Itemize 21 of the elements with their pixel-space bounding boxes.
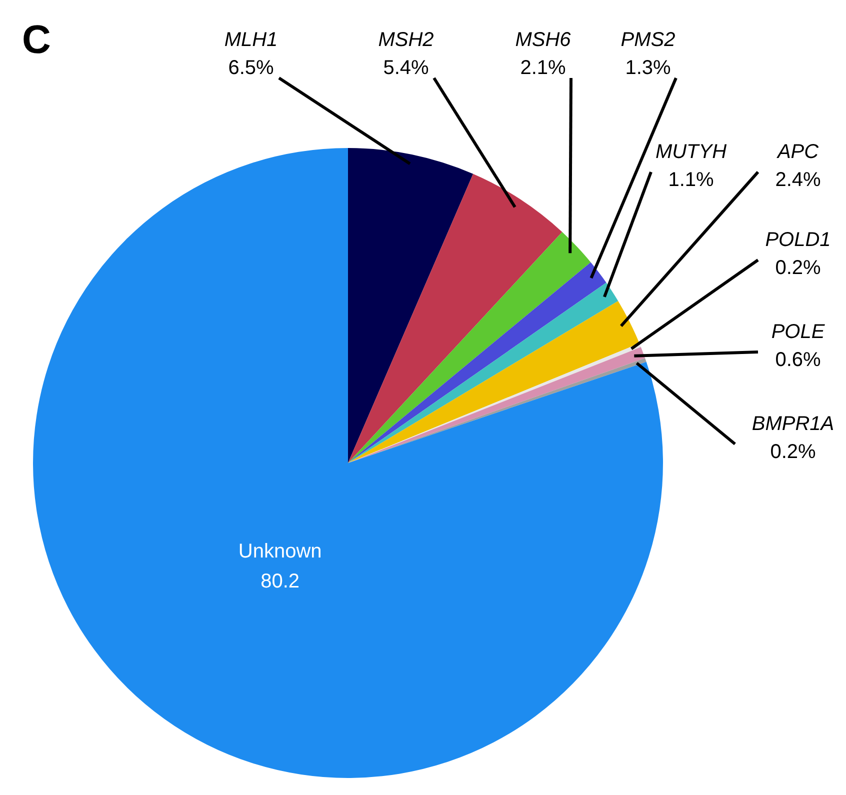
data-label: 0.2% <box>775 257 822 279</box>
data-label: 0.6% <box>775 349 822 371</box>
data-label: 1.1% <box>668 169 714 191</box>
data-label: 5.4% <box>383 57 430 79</box>
data-label: 80.2 <box>260 570 300 593</box>
data-label: 2.1% <box>520 57 566 79</box>
slice-label: POLD1 <box>765 229 831 251</box>
chart-title: C <box>22 18 51 62</box>
slice-label: MUTYH <box>655 141 728 163</box>
data-label: 6.5% <box>228 57 274 79</box>
slice-label: APC <box>776 141 820 163</box>
slice-label: Unknown <box>238 540 322 563</box>
slice-label: MSH2 <box>378 29 434 51</box>
slice-label: PMS2 <box>620 29 676 51</box>
slice-label: MSH6 <box>515 29 572 51</box>
slice-label: MLH1 <box>224 29 278 51</box>
slice-label: BMPR1A <box>752 413 834 435</box>
slice-label: POLE <box>771 321 826 343</box>
data-label: 0.2% <box>770 441 816 463</box>
data-label: 1.3% <box>625 57 672 79</box>
data-label: 2.4% <box>775 169 822 191</box>
